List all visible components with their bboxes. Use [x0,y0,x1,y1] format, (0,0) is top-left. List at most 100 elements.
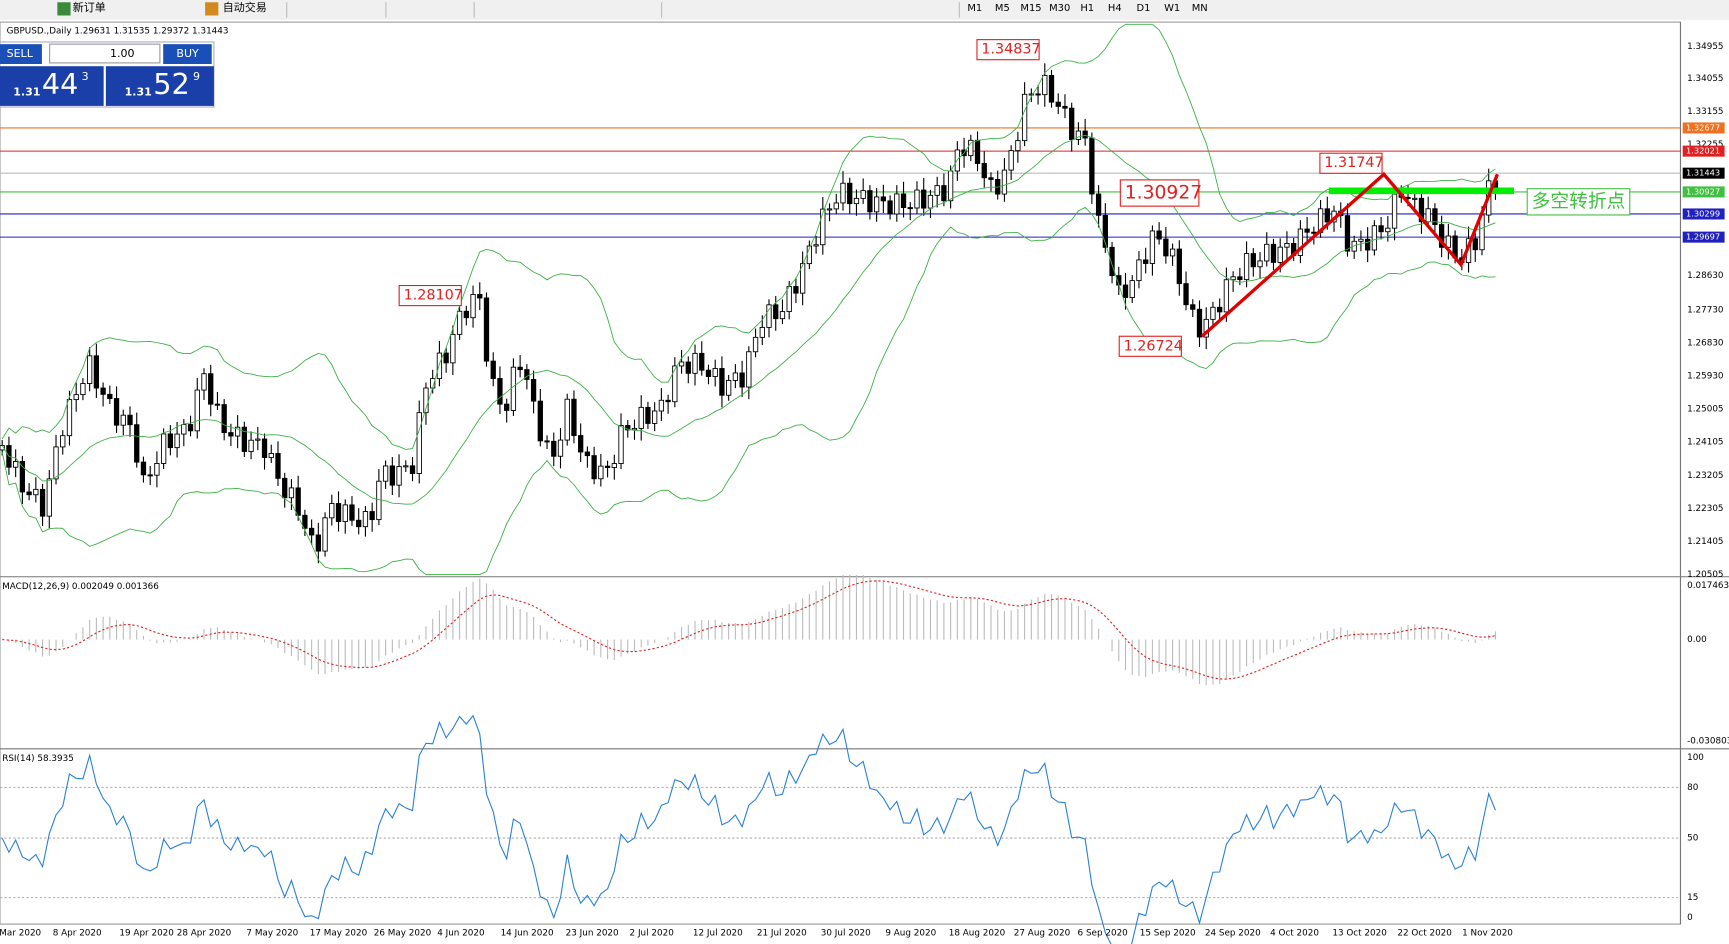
candle [618,425,624,464]
candle [712,368,718,377]
candle [1432,208,1438,226]
timeframe[interactable]: M5 [995,3,1010,14]
candle [658,399,665,412]
annotation: 1.28107 [404,288,463,304]
candle [732,372,739,381]
candle [13,461,19,468]
date-label: 27 Aug 2020 [1014,928,1071,938]
price-tick-label: 1.33155 [1687,107,1723,117]
candle [1237,276,1243,281]
lot-input[interactable] [49,43,161,64]
candle [60,435,66,448]
timeframe[interactable]: H1 [1080,3,1094,14]
chart-header: GBPUSD.,Daily 1.29631 1.31535 1.29372 1.… [7,26,229,36]
price-tick-label: 1.27730 [1687,305,1724,315]
candle [147,474,153,477]
sell-frac: 3 [82,70,89,83]
candle [93,355,100,389]
timeframe[interactable]: M15 [1020,3,1041,14]
candle [1149,230,1156,264]
candle [1055,101,1061,107]
annotation: 多空转折点 [1532,191,1626,212]
date-label: 4 Jun 2020 [437,928,485,938]
candle [268,453,274,458]
candle [524,369,530,380]
price-line-label: 1.30927 [1686,186,1720,196]
candle [631,427,638,431]
candle [1358,238,1364,242]
candle [288,487,295,499]
timeframe[interactable]: W1 [1164,3,1180,14]
candle [1156,230,1162,240]
candle [1109,246,1115,277]
auto-trading-icon[interactable] [205,2,219,16]
candle [127,414,133,426]
candle [100,387,106,395]
candle [598,465,604,480]
candle [786,286,792,313]
date-label: 24 Sep 2020 [1205,928,1261,938]
candle [968,139,974,157]
date-label: 30 Jul 2020 [821,928,871,938]
candle [571,398,577,436]
buy-label[interactable]: BUY [176,47,199,60]
candle [234,426,241,437]
sell-label[interactable]: SELL [7,47,34,60]
price-line-tag [1682,208,1725,220]
price-tick-label: 1.25930 [1687,372,1724,382]
candle [369,511,375,521]
annotation-box [1526,188,1631,216]
buy-button[interactable] [163,44,212,65]
candle [87,355,93,384]
candle [107,393,113,399]
lot-value[interactable]: 1.00 [110,47,135,60]
candle [894,193,900,215]
macd-tick-label: 0.00 [1687,635,1707,645]
timeframe[interactable]: M30 [1049,3,1070,14]
candle [517,366,523,371]
candle [1418,197,1425,223]
bollinger-band [1,134,1496,505]
candle [1001,169,1008,195]
candle [187,424,194,432]
new-order[interactable]: 新订单 [73,0,106,14]
candle [194,389,200,432]
candle [497,378,503,405]
timeframe[interactable]: MN [1192,3,1208,14]
candle [1015,140,1021,152]
date-label: 1 Nov 2020 [1462,928,1513,938]
sell-button[interactable] [0,44,42,65]
candle [799,263,806,294]
candle [342,504,348,523]
bollinger-band [1,23,1496,450]
candle [847,182,853,205]
candle [793,286,799,294]
timeframe[interactable]: M1 [967,3,982,14]
candle [685,361,691,374]
sell-big: 1.31 [13,86,40,99]
macd-label: MACD(12,26,9) 0.002049 0.001366 [2,582,159,592]
candle [1230,276,1236,281]
candle [988,177,994,180]
candle [19,461,26,493]
candle [396,466,402,486]
candle [208,373,214,405]
date-label: 8 Apr 2020 [53,928,102,938]
sell-price-box[interactable] [0,66,104,106]
candle [873,196,880,213]
new-order-icon[interactable] [57,2,71,16]
candle [1143,259,1149,264]
candle [833,202,839,210]
candle [1365,238,1371,251]
timeframe[interactable]: D1 [1137,3,1151,14]
bollinger-band [1,206,1496,575]
candle [779,311,786,320]
candle [1472,238,1478,251]
buy-price-box[interactable] [105,66,214,106]
auto-trading[interactable]: 自动交易 [223,0,267,14]
candle [174,433,180,449]
timeframe[interactable]: H4 [1108,3,1122,14]
annotation-box [1118,335,1182,357]
candle [652,410,658,424]
